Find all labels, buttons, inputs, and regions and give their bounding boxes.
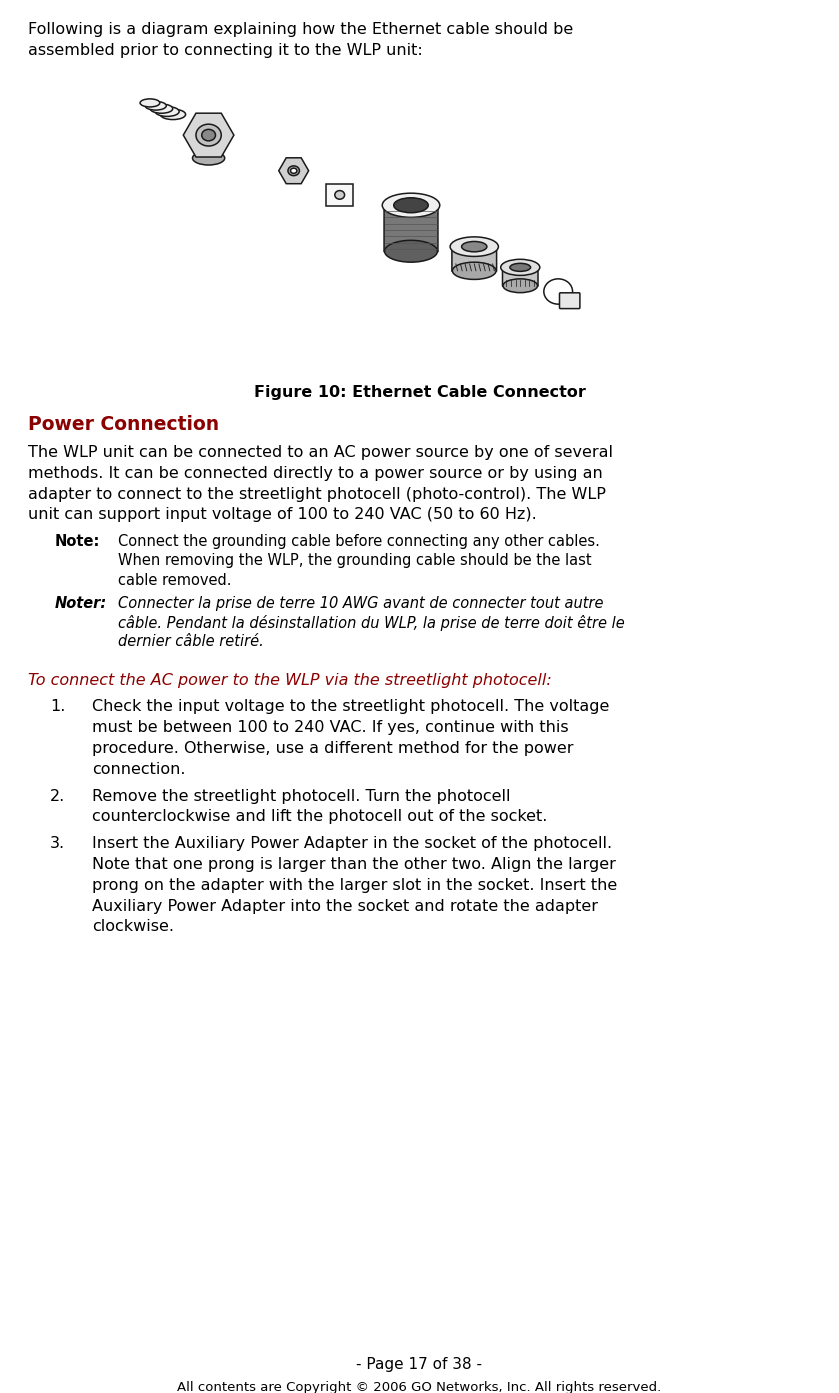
Text: cable removed.: cable removed. (118, 573, 232, 588)
Text: Check the input voltage to the streetlight photocell. The voltage: Check the input voltage to the streetlig… (92, 699, 609, 715)
Ellipse shape (501, 259, 539, 276)
Ellipse shape (393, 198, 428, 213)
Ellipse shape (503, 279, 538, 293)
Ellipse shape (155, 107, 180, 117)
Text: must be between 100 to 240 VAC. If yes, continue with this: must be between 100 to 240 VAC. If yes, … (92, 720, 569, 736)
Text: 3.: 3. (50, 836, 65, 851)
Text: Following is a diagram explaining how the Ethernet cable should be: Following is a diagram explaining how th… (28, 22, 573, 38)
Text: 2.: 2. (50, 788, 65, 804)
Ellipse shape (335, 191, 345, 199)
Ellipse shape (290, 169, 297, 173)
Text: Note:: Note: (55, 534, 101, 549)
FancyBboxPatch shape (503, 266, 538, 286)
Ellipse shape (196, 124, 221, 146)
Text: Connect the grounding cable before connecting any other cables.: Connect the grounding cable before conne… (118, 534, 600, 549)
Text: When removing the WLP, the grounding cable should be the last: When removing the WLP, the grounding cab… (118, 553, 591, 568)
Text: Auxiliary Power Adapter into the socket and rotate the adapter: Auxiliary Power Adapter into the socket … (92, 898, 598, 914)
Ellipse shape (450, 237, 498, 256)
Text: All contents are Copyright © 2006 GO Networks, Inc. All rights reserved.: All contents are Copyright © 2006 GO Net… (177, 1380, 662, 1393)
Text: Note that one prong is larger than the other two. Align the larger: Note that one prong is larger than the o… (92, 857, 616, 872)
Ellipse shape (192, 152, 225, 164)
Text: - Page 17 of 38 -: - Page 17 of 38 - (357, 1357, 482, 1372)
Text: The WLP unit can be connected to an AC power source by one of several: The WLP unit can be connected to an AC p… (28, 444, 613, 460)
Text: connection.: connection. (92, 762, 185, 777)
FancyBboxPatch shape (560, 293, 580, 309)
Bar (326, 184, 353, 206)
Ellipse shape (288, 166, 300, 176)
Text: dernier câble retiré.: dernier câble retiré. (118, 634, 263, 649)
Ellipse shape (461, 241, 487, 252)
Text: Remove the streetlight photocell. Turn the photocell: Remove the streetlight photocell. Turn t… (92, 788, 510, 804)
FancyBboxPatch shape (384, 203, 438, 252)
Ellipse shape (160, 109, 185, 120)
Text: unit can support input voltage of 100 to 240 VAC (50 to 60 Hz).: unit can support input voltage of 100 to… (28, 507, 537, 522)
Text: Noter:: Noter: (55, 596, 107, 610)
Ellipse shape (150, 104, 173, 113)
Text: clockwise.: clockwise. (92, 919, 174, 935)
Text: counterclockwise and lift the photocell out of the socket.: counterclockwise and lift the photocell … (92, 809, 547, 825)
Ellipse shape (384, 241, 437, 262)
Text: Figure 10: Ethernet Cable Connector: Figure 10: Ethernet Cable Connector (253, 384, 586, 400)
Text: assembled prior to connecting it to the WLP unit:: assembled prior to connecting it to the … (28, 43, 423, 57)
Ellipse shape (201, 130, 216, 141)
Text: methods. It can be connected directly to a power source or by using an: methods. It can be connected directly to… (28, 465, 602, 481)
Ellipse shape (510, 263, 530, 272)
Text: procedure. Otherwise, use a different method for the power: procedure. Otherwise, use a different me… (92, 741, 574, 756)
Ellipse shape (140, 99, 160, 107)
FancyBboxPatch shape (452, 245, 497, 272)
Text: Power Connection: Power Connection (28, 415, 219, 435)
Ellipse shape (145, 102, 166, 110)
Text: 1.: 1. (50, 699, 65, 715)
Ellipse shape (452, 262, 496, 280)
Text: To connect the AC power to the WLP via the streetlight photocell:: To connect the AC power to the WLP via t… (28, 673, 552, 688)
Text: Connecter la prise de terre 10 AWG avant de connecter tout autre: Connecter la prise de terre 10 AWG avant… (118, 596, 603, 610)
Ellipse shape (383, 194, 440, 217)
Text: câble. Pendant la désinstallation du WLP, la prise de terre doit être le: câble. Pendant la désinstallation du WLP… (118, 614, 625, 631)
Text: prong on the adapter with the larger slot in the socket. Insert the: prong on the adapter with the larger slo… (92, 878, 618, 893)
Text: Insert the Auxiliary Power Adapter in the socket of the photocell.: Insert the Auxiliary Power Adapter in th… (92, 836, 612, 851)
Text: adapter to connect to the streetlight photocell (photo-control). The WLP: adapter to connect to the streetlight ph… (28, 486, 606, 501)
